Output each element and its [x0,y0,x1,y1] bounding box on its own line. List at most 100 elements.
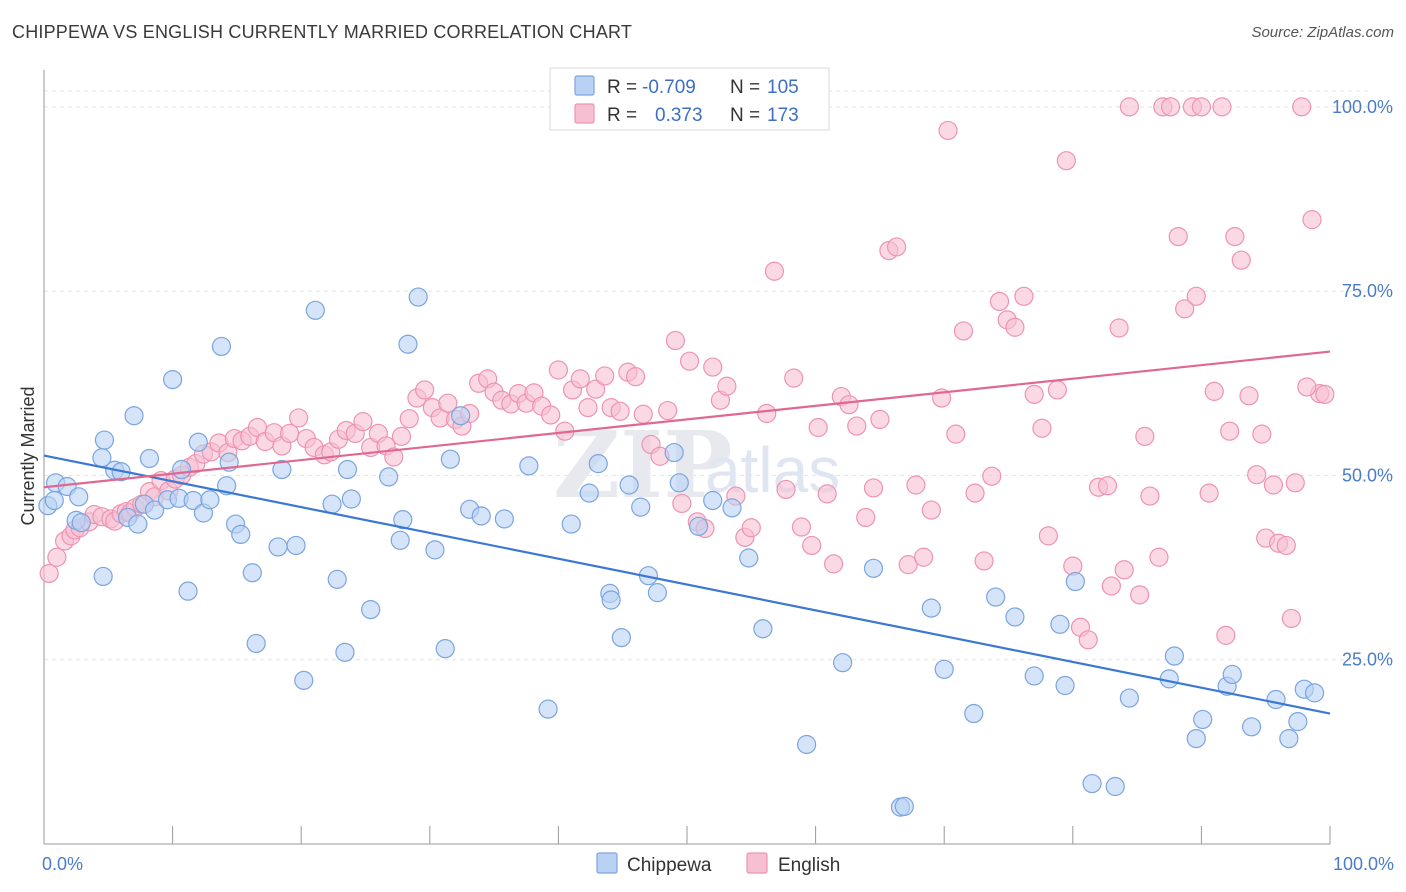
legend-r-label-2: R = [607,105,637,126]
tick-labels: 25.0% 50.0% 75.0% 100.0% 0.0% 100.0% [42,97,1394,874]
english-point [1276,535,1296,556]
legend-n-value-1: 105 [767,77,799,98]
english-point [1231,250,1251,270]
chippewa-point [538,699,558,719]
english-point [717,376,737,396]
chippewa-point [664,442,684,463]
y-tick-label: 25.0% [1342,650,1393,670]
english-point [898,555,918,575]
english-point [887,237,907,257]
bottom-legend-chippewa: Chippewa [627,855,712,876]
english-point [703,357,723,377]
chippewa-point [361,599,381,620]
english-point [1212,97,1232,117]
legend-swatch-chippewa [574,75,595,96]
english-point [914,547,934,567]
english-point [578,398,598,418]
chippewa-point [1050,614,1070,634]
chippewa-point [327,569,347,589]
legend-box [549,67,830,131]
english-point [1302,210,1322,230]
english-point [1130,585,1150,605]
english-point [1109,318,1129,338]
english-point [946,424,966,444]
chippewa-point [1304,683,1325,703]
english-point [982,466,1002,486]
english-points [39,97,1335,650]
chippewa-point [986,587,1006,607]
chippewa-point [1266,689,1286,710]
english-point [1199,483,1219,503]
chippewa-point [619,475,639,495]
legend-n-label-1: N = [730,77,760,98]
chippewa-point [71,513,91,533]
english-point [39,563,59,584]
bottom-legend-english: English [778,855,840,876]
english-point [1292,97,1312,117]
chippewa-point [200,490,220,510]
english-point [679,351,700,371]
x-tick-label-max: 100.0% [1333,854,1394,874]
chippewa-point [188,432,208,452]
chippewa-point [588,454,608,474]
legend: R = -0.709 N = 105 R = 0.373 N = 173 [549,67,830,131]
chippewa-point [435,639,455,659]
chippewa-point [894,796,914,817]
english-point [953,321,974,341]
chippewa-point [1222,664,1242,685]
chippewa-point [341,489,361,509]
english-point [1216,625,1236,645]
english-point [548,360,569,380]
english-point [1114,560,1134,580]
legend-r-value-2: 0.373 [655,105,703,126]
english-point [817,484,837,504]
english-point [1297,377,1317,397]
english-point [47,547,67,567]
chippewa-point [494,509,514,529]
english-point [1285,473,1305,493]
chippewa-point [393,510,413,530]
chippewa-point [211,336,232,357]
chippewa-point [94,430,115,450]
chippewa-point [1159,669,1179,689]
chippewa-point [1193,709,1213,730]
chippewa-points [38,287,1325,817]
chippewa-point [44,490,64,511]
english-point [1160,97,1181,117]
chippewa-point [722,498,742,518]
english-point [1135,426,1155,446]
english-point [1097,476,1118,496]
english-point [391,426,412,446]
english-point [1149,547,1169,567]
chippewa-point [163,370,183,390]
english-point [1263,475,1284,495]
bottom-legend-swatch-english [746,852,768,874]
english-point [665,330,686,351]
legend-r-label-1: R = [607,77,637,98]
chippewa-point [739,548,759,568]
english-point [938,120,958,141]
chippewa-point [1186,728,1206,749]
english-point [399,409,419,429]
chippewa-point [1279,728,1299,749]
chippewa-point [1164,646,1184,666]
chippewa-point [231,524,251,545]
english-point [1056,151,1076,171]
chippewa-point [322,494,342,514]
chippewa-point [471,506,491,526]
english-point [1014,286,1034,306]
english-point [570,369,590,389]
chippewa-point [246,633,266,654]
english-point [1168,226,1188,247]
english-point [1315,384,1335,404]
english-point [965,483,985,503]
chippewa-point [178,581,198,601]
chippewa-point [1055,675,1075,696]
chart-title: CHIPPEWA VS ENGLISH CURRENTLY MARRIED CO… [12,22,633,42]
english-point [1175,299,1195,319]
english-point [1252,424,1272,444]
legend-n-value-2: 173 [767,105,799,126]
chippewa-point [611,627,632,648]
chippewa-point [1241,717,1262,737]
chippewa-point [796,734,817,755]
